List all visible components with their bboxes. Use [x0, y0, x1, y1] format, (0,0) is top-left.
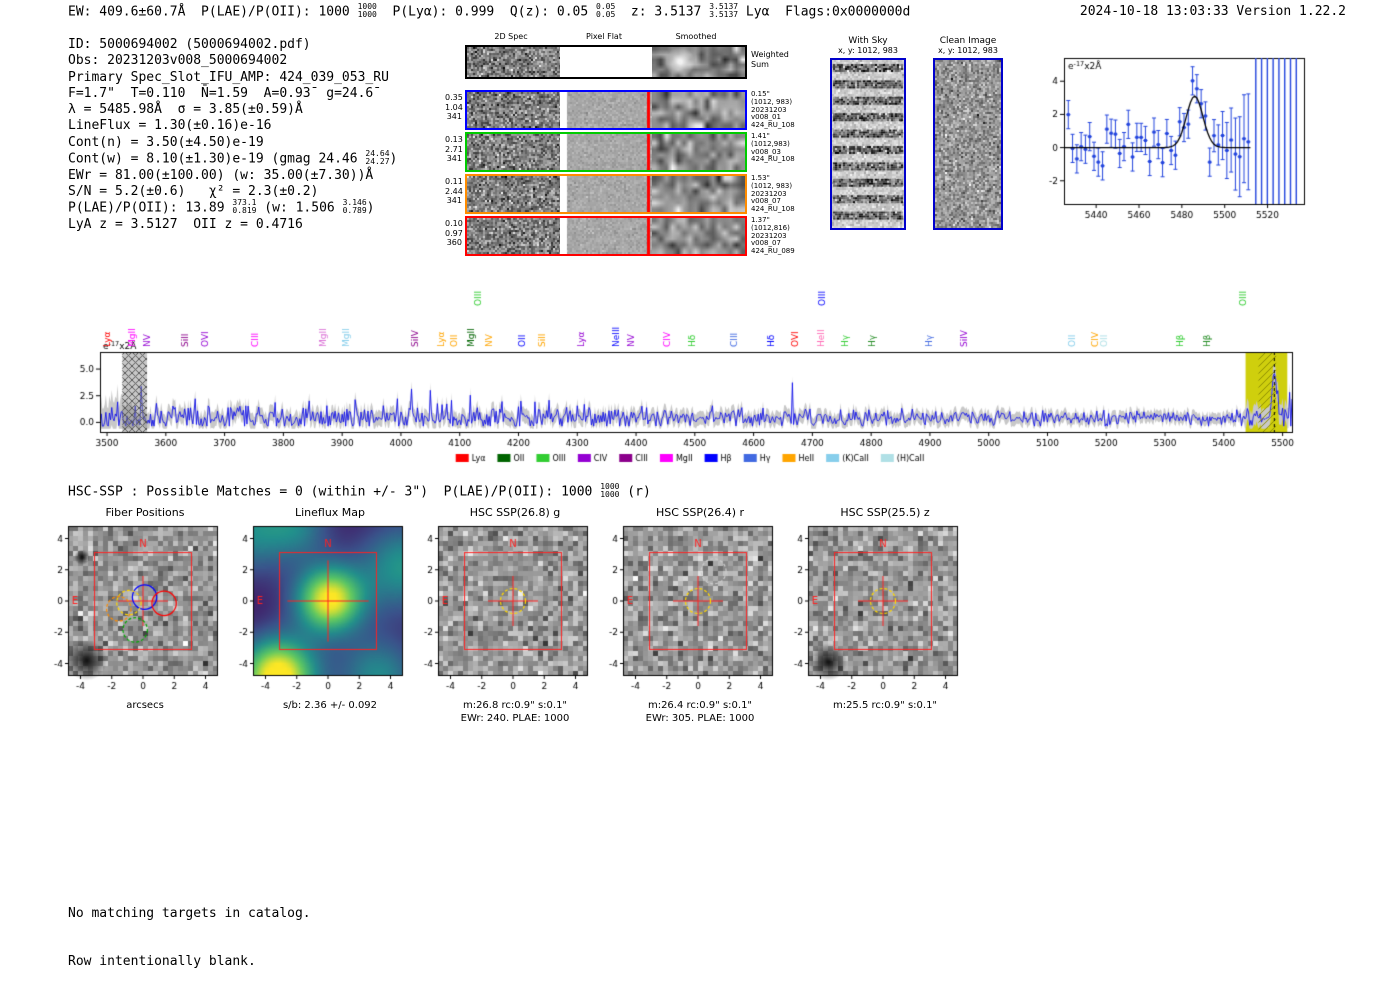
clean-image-panel: Clean Image x, y: 1012, 983 [928, 36, 1008, 235]
spec2d-flat-image [560, 218, 652, 254]
withsky-image [830, 58, 906, 230]
footer-line-1: No matching targets in catalog. [68, 906, 311, 921]
hsc-match-summary: HSC-SSP : Possible Matches = 0 (within +… [68, 482, 651, 500]
info-line: Obs: 20231203v008_5000694002 [68, 53, 288, 69]
cutout-caption: m:25.5 rc:0.9" s:0.1" [832, 700, 938, 711]
info-line: ID: 5000694002 (5000694002.pdf) [68, 37, 311, 52]
stacked-fraction: 0.05 0.05 [596, 2, 616, 19]
footer-line-2: Row intentionally blank. [68, 954, 256, 969]
info-line: Primary Spec_Slot_IFU_AMP: 424_039_053_R… [68, 69, 389, 85]
clean-image-coords: x, y: 1012, 983 [938, 46, 998, 55]
cutout-caption: s/b: 2.36 +/- 0.092 [282, 700, 378, 711]
stacked-fraction: 3.146 0.789 [342, 198, 367, 216]
cutout-panel-fiber-positions: Fiber Positions arcsecs [32, 506, 222, 712]
withsky-coords: x, y: 1012, 983 [838, 46, 898, 55]
cutout-title: Lineflux Map [294, 506, 366, 519]
summary-header: EW: 409.6±60.7Å P(LAE)/P(OII): 1000 1000… [68, 2, 911, 20]
cutout-row: Fiber Positions arcsecs Lineflux Map s/b: 2… [0, 506, 1400, 726]
spec2d-smoothed-image [652, 134, 745, 170]
info-line: S/N = 5.2(±0.6) χ² = 2.3(±0.2) [68, 184, 319, 200]
stacked-fraction: 1000 1000 [600, 482, 620, 499]
cutout-title: HSC SSP(25.5) z [840, 506, 930, 519]
cutout-image-fiber-positions [32, 522, 222, 694]
cutout-panel-hsc-z: HSC SSP(25.5) z m:25.5 rc:0.9" s:0.1" [772, 506, 962, 712]
withsky-panel: With Sky x, y: 1012, 983 [826, 36, 910, 235]
cutout-title: HSC SSP(26.4) r [655, 506, 745, 519]
cutout-title: Fiber Positions [105, 506, 185, 519]
footer-note: No matching targets in catalog. Row inte… [68, 874, 311, 1002]
spec2d-row-right-label: Weighted Sum [751, 50, 789, 69]
spec2d-smoothed-image [652, 176, 745, 212]
spec2d-row-left-label: 0.35 1.04 341 [445, 93, 463, 121]
spec2d-2d-image [467, 92, 560, 128]
spec2d-smoothed-image [652, 218, 745, 254]
spec2d-row [465, 216, 747, 256]
info-line: λ = 5485.98Å σ = 3.85(±0.59)Å [68, 102, 303, 118]
stacked-fraction: 3.5137 3.5137 [709, 2, 739, 19]
info-line: Cont(w) = 8.10(±1.30)e-19 (gmag 24.46 24… [68, 149, 398, 167]
spec2d-row-left-label: 0.10 0.97 360 [445, 219, 463, 247]
cutout-image-hsc-r [587, 522, 777, 694]
spec2d-smoothed-image [652, 92, 745, 128]
info-line: EWr = 81.00(±100.00) (w: 35.00(±7.30))Å [68, 167, 374, 183]
cutout-image-hsc-z [772, 522, 962, 694]
cutout-image-hsc-g [402, 522, 592, 694]
cutout-panel-lineflux-map: Lineflux Map s/b: 2.36 +/- 0.092 [217, 506, 407, 712]
report-datetime: 2024-10-18 13:03:33 Version 1.22.2 [1079, 4, 1346, 19]
spec2d-flat-image [560, 134, 652, 170]
info-line: LyA z = 3.5127 OII z = 0.4716 [68, 217, 303, 233]
stacked-fraction: 373.1 0.819 [232, 198, 257, 216]
spec2d-row-left-label: 0.13 2.71 341 [445, 135, 463, 163]
cutout-caption: m:26.8 rc:0.9" s:0.1" [462, 700, 568, 711]
spec2d-row-right-label: 0.15" (1012, 983) 20231203 v008_01 424_RU_10… [751, 90, 795, 130]
withsky-title: With Sky [848, 36, 888, 46]
cutout-caption: EWr: 305. PLAE: 1000 [645, 713, 755, 724]
spec2d-row-right-label: 1.37" (1012,816) 20231203 v008_07 424_RU_089 [751, 216, 795, 256]
emission-line-fit-plot [1020, 44, 1320, 234]
spec2d-2d-image [467, 218, 560, 254]
info-line: F=1.7" T=0.110 N̄=1.59 A=0.93̄ g=24.6̄ [68, 85, 374, 101]
spec2d-flat-image [560, 92, 652, 128]
spec2d-row [465, 174, 747, 214]
info-line: LineFlux = 1.30(±0.16)e-16 [68, 118, 272, 134]
cutout-image-lineflux-map [217, 522, 407, 694]
spec2d-row-left-label: 0.11 2.44 341 [445, 177, 463, 205]
detection-info-block: ID: 5000694002 (5000694002.pdf) Obs: 2023… [68, 37, 397, 234]
spec2d-flat-image [560, 47, 652, 77]
spec2d-row [465, 132, 747, 172]
full-spectrum-plot [55, 268, 1345, 468]
spec2d-col-header-smoothed: Smoothed [675, 32, 717, 41]
spec2d-row [465, 45, 747, 79]
cutout-title: HSC SSP(26.8) g [469, 506, 561, 519]
spec2d-2d-image [467, 47, 560, 77]
spec2d-panel: 2D Spec Pixel Flat Smoothed Weighted Sum 0… [445, 30, 825, 260]
spec2d-smoothed-image [652, 47, 745, 77]
stacked-fraction: 24.64 24.27 [365, 149, 390, 167]
spec2d-col-header-pixelflat: Pixel Flat [586, 32, 622, 41]
spec2d-row-right-label: 1.53" (1012, 983) 20231203 v008_07 424_RU_10… [751, 174, 795, 214]
spec2d-col-header-2dspec: 2D Spec [494, 32, 528, 41]
cutout-panel-hsc-g: HSC SSP(26.8) g m:26.8 rc:0.9" s:0.1" EWr:… [402, 506, 592, 725]
cutout-panel-hsc-r: HSC SSP(26.4) r m:26.4 rc:0.9" s:0.1" EWr:… [587, 506, 777, 725]
spec2d-2d-image [467, 176, 560, 212]
spec2d-flat-image [560, 176, 652, 212]
cutout-caption: arcsecs [126, 700, 164, 711]
clean-image [933, 58, 1003, 230]
stacked-fraction: 1000 1000 [357, 2, 377, 19]
info-line: P(LAE)/P(OII): 13.89 373.1 0.819 (w: 1.50… [68, 198, 375, 216]
spec2d-row-right-label: 1.41" (1012,983) v008_03 424_RU_108 [751, 132, 795, 164]
clean-image-title: Clean Image [939, 36, 997, 46]
cutout-caption: m:26.4 rc:0.9" s:0.1" [647, 700, 753, 711]
spec2d-2d-image [467, 134, 560, 170]
spec2d-row [465, 90, 747, 130]
elixer-report-page: EW: 409.6±60.7Å P(LAE)/P(OII): 1000 1000… [0, 2, 1400, 969]
cutout-caption: EWr: 240. PLAE: 1000 [460, 713, 570, 724]
info-line: Cont(n) = 3.50(±4.50)e-19 [68, 134, 264, 150]
